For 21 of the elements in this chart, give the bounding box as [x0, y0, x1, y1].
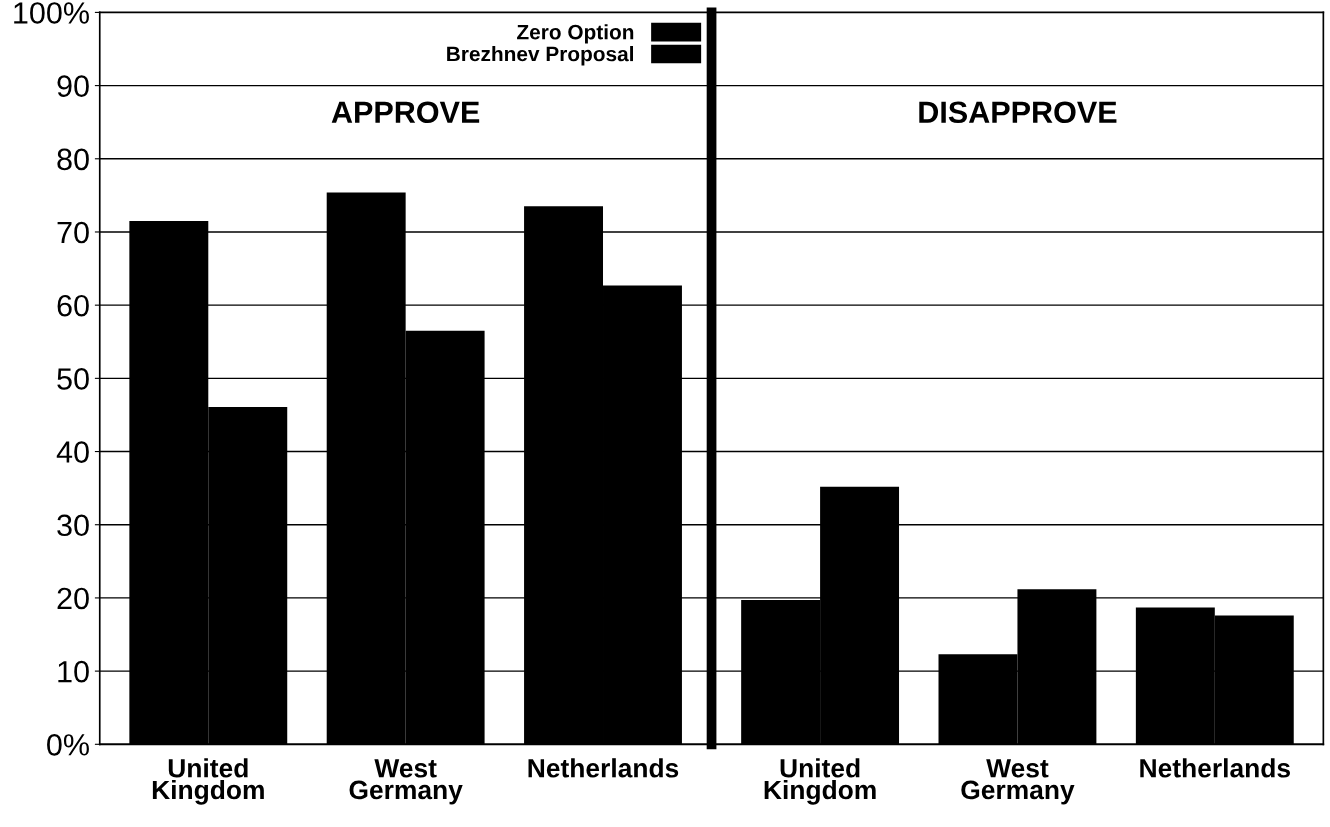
y-tick-label: 90: [57, 75, 89, 97]
y-tick-label: 70: [57, 221, 89, 244]
x-tick-label: United Kingdom: [764, 758, 876, 805]
y-tick-label: 20: [57, 587, 89, 610]
x-tick-label: Netherlands: [528, 758, 679, 778]
text: DISAPPROVE: [919, 101, 1117, 124]
y-tick-label: 80: [57, 148, 89, 171]
y-tick-label: 50: [57, 368, 89, 390]
y-tick-label: 100%: [14, 2, 89, 24]
y-tick-label: 60: [57, 294, 89, 317]
x-tick-label: Netherlands: [1140, 758, 1290, 778]
y-tick-label: 40: [56, 441, 89, 463]
y-tick-label: 30: [57, 514, 89, 537]
x-tick-label: West Germany: [349, 759, 463, 805]
text: APPROVE: [331, 101, 480, 124]
y-tick-label: 0%: [47, 734, 89, 756]
x-tick-label: United Kingdom: [152, 758, 264, 805]
y-tick-label: 10: [58, 660, 89, 683]
x-tick-label: West Germany: [961, 759, 1075, 805]
legend-label: Zero Option: [517, 24, 634, 44]
legend-label: Brezhnev Proposal: [447, 46, 633, 66]
